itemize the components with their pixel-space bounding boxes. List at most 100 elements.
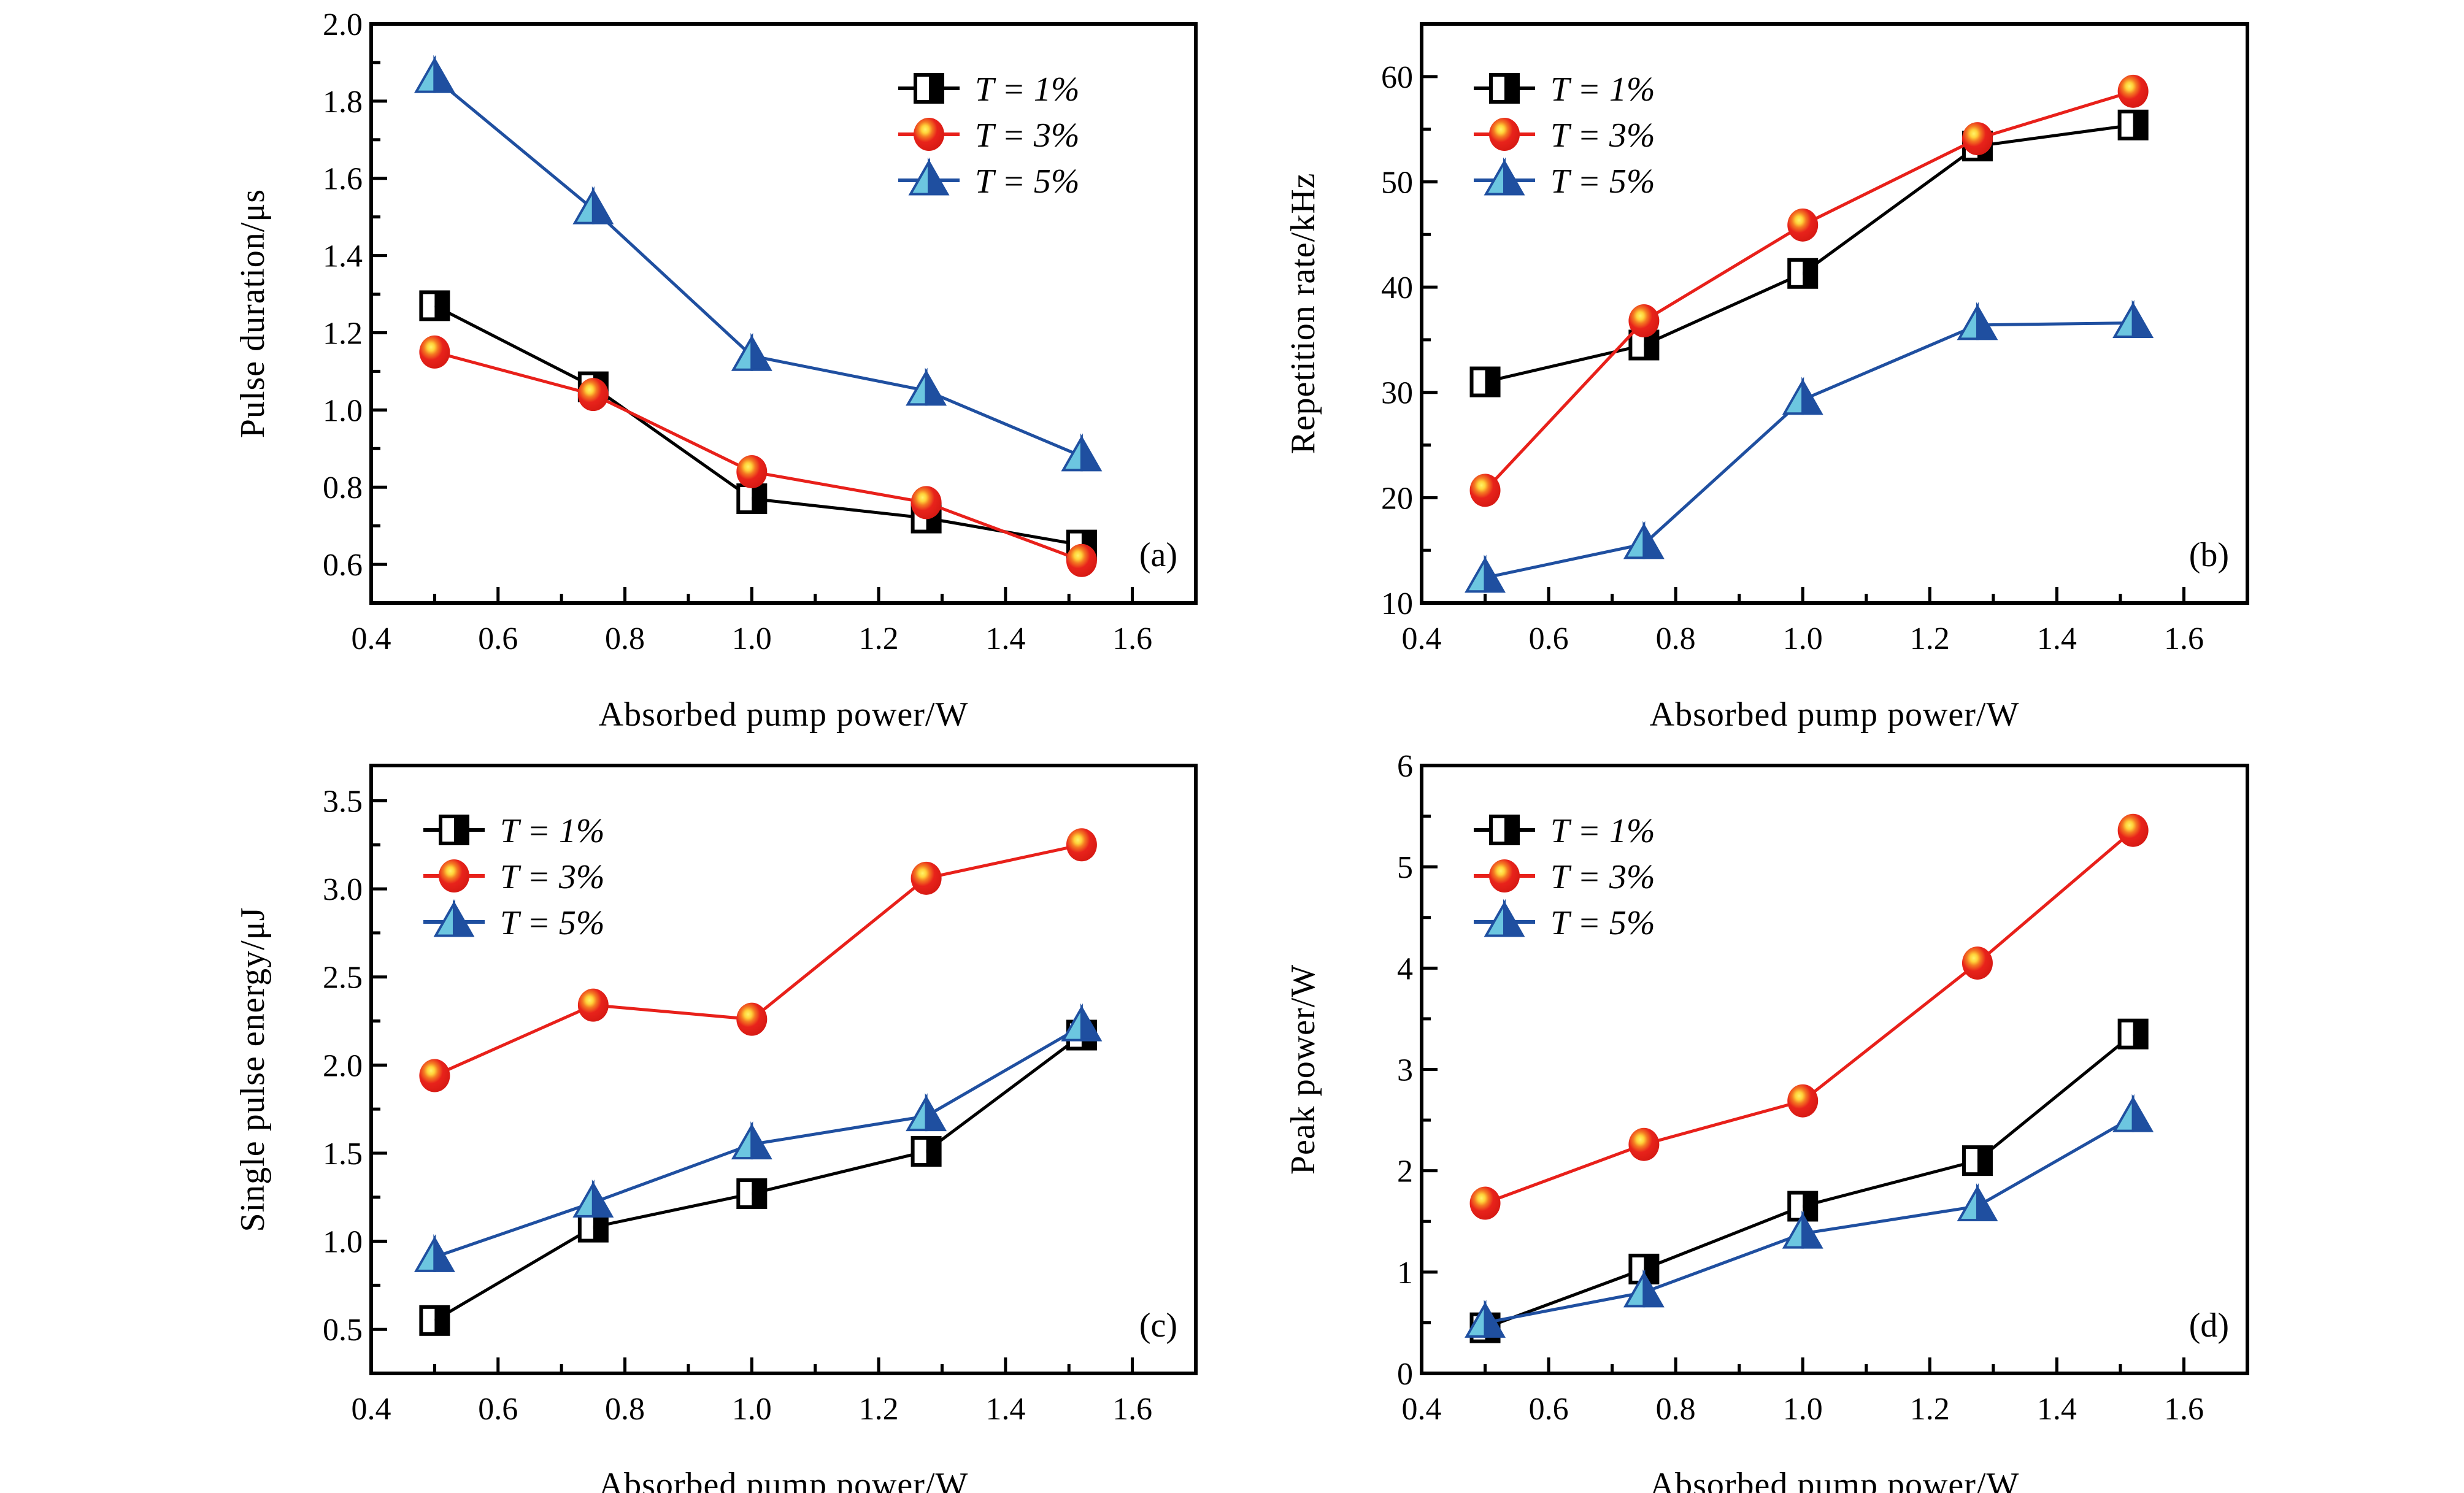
legend: T = 1% T = 3% T = 5% bbox=[1474, 812, 1655, 942]
marker-sphere bbox=[1628, 1127, 1660, 1161]
marker-triangle-right bbox=[1801, 1210, 1823, 1249]
marker-square-right bbox=[1485, 368, 1499, 396]
marker-sphere bbox=[1489, 118, 1520, 151]
plot-frame bbox=[369, 764, 1198, 1375]
data-point bbox=[1465, 555, 1506, 593]
chart-panel-b: 0.4 0.6 0.8 1.0 1.2 1.4 1.6 10 20 30 40 50 60 Absorbe… bbox=[1284, 22, 2249, 734]
marker-square-right bbox=[929, 75, 942, 102]
data-point bbox=[736, 483, 768, 515]
y-tick-label: 0.6 bbox=[323, 548, 363, 583]
marker-sphere bbox=[1628, 304, 1660, 338]
marker-square-left bbox=[1471, 368, 1485, 396]
marker-sphere bbox=[1962, 946, 1993, 980]
y-axis-label: Repetition rate/kHz bbox=[1284, 172, 1322, 454]
x-tick-label: 1.0 bbox=[732, 1392, 772, 1427]
y-tick-label: 1 bbox=[1397, 1256, 1413, 1291]
marker-square-left bbox=[421, 292, 435, 320]
y-axis-label: Pulse duration/μs bbox=[234, 189, 272, 438]
series-2 bbox=[1465, 1094, 2154, 1338]
legend: T = 1% T = 3% T = 5% bbox=[423, 812, 605, 942]
marker-square-outline bbox=[1489, 73, 1520, 104]
series-0 bbox=[1469, 1018, 2149, 1343]
marker-triangle-left bbox=[1782, 377, 1804, 415]
y-tick-label: 1.5 bbox=[323, 1137, 363, 1172]
marker-triangle-right bbox=[2131, 299, 2154, 338]
marker-square-right bbox=[1644, 331, 1658, 359]
x-tick-label: 1.6 bbox=[2164, 621, 2204, 656]
marker-triangle-right bbox=[433, 1234, 455, 1272]
legend-label: T = 5% bbox=[1550, 163, 1655, 201]
marker-square-outline bbox=[419, 290, 450, 321]
data-point bbox=[1066, 543, 1097, 577]
data-point bbox=[906, 367, 947, 406]
marker-square-left bbox=[1491, 75, 1504, 102]
marker-square-right bbox=[454, 816, 468, 843]
y-tick-label: 2.5 bbox=[323, 961, 363, 996]
legend-item: T = 1% bbox=[898, 71, 1080, 109]
legend-label: T = 1% bbox=[1550, 812, 1655, 850]
marker-square-left bbox=[421, 1307, 435, 1334]
x-tick-label: 1.0 bbox=[1783, 1392, 1823, 1427]
data-point bbox=[577, 378, 609, 412]
marker-triangle-right bbox=[1484, 555, 1506, 593]
y-tick-label: 20 bbox=[1381, 481, 1413, 516]
series-1 bbox=[1469, 74, 2149, 507]
series-1 bbox=[419, 828, 1097, 1092]
legend-item: T = 5% bbox=[423, 899, 605, 942]
legend-item: T = 3% bbox=[1474, 117, 1655, 155]
marker-square-outline bbox=[2117, 1018, 2149, 1050]
panel-label: (c) bbox=[1139, 1307, 1177, 1345]
data-point bbox=[419, 335, 450, 369]
data-point bbox=[1469, 366, 1501, 397]
marker-sphere bbox=[1962, 122, 1993, 156]
marker-triangle-right bbox=[925, 367, 947, 406]
data-point bbox=[736, 455, 768, 489]
marker-sphere bbox=[911, 486, 942, 520]
y-tick-label: 0.8 bbox=[323, 470, 363, 505]
plot-frame bbox=[1420, 764, 2249, 1375]
chart-panel-d: 0.4 0.6 0.8 1.0 1.2 1.4 1.6 0 1 2 3 4 5 6 Absorbed pum… bbox=[1284, 749, 2249, 1493]
x-tick-label: 0.6 bbox=[478, 621, 518, 656]
series-0 bbox=[419, 290, 1097, 561]
x-tick-label: 0.4 bbox=[352, 1392, 391, 1427]
marker-square-right bbox=[752, 485, 766, 513]
marker-sphere bbox=[577, 988, 609, 1022]
data-point bbox=[1623, 1269, 1665, 1308]
marker-sphere bbox=[419, 1059, 450, 1092]
y-tick-label: 1.4 bbox=[323, 239, 363, 274]
marker-square-right bbox=[752, 1180, 766, 1208]
marker-sphere bbox=[2117, 813, 2149, 847]
marker-triangle-right bbox=[1642, 1269, 1665, 1308]
marker-sphere bbox=[1066, 543, 1097, 577]
data-point bbox=[2112, 299, 2154, 338]
marker-sphere bbox=[914, 118, 944, 151]
data-point bbox=[2117, 109, 2149, 140]
marker-square-left bbox=[441, 816, 454, 843]
marker-square-left bbox=[1491, 816, 1504, 843]
marker-triangle-right bbox=[1801, 377, 1823, 415]
data-point bbox=[1061, 1003, 1103, 1042]
x-tick-label: 1.4 bbox=[985, 1392, 1025, 1427]
x-tick-label: 1.6 bbox=[2164, 1392, 2204, 1427]
marker-triangle-left bbox=[906, 1093, 928, 1132]
x-tick-label: 0.6 bbox=[478, 1392, 518, 1427]
y-tick-label: 2.0 bbox=[323, 7, 363, 42]
series-2 bbox=[414, 1003, 1103, 1272]
series-line bbox=[1485, 321, 2133, 580]
x-axis-label: Absorbed pump power/W bbox=[599, 1466, 969, 1493]
x-axis-label: Absorbed pump power/W bbox=[1650, 1466, 2020, 1493]
marker-triangle-left bbox=[2112, 1094, 2135, 1132]
data-point bbox=[911, 1136, 942, 1167]
marker-square-right bbox=[1504, 816, 1518, 843]
x-tick-label: 1.4 bbox=[985, 621, 1025, 656]
legend-item: T = 1% bbox=[423, 812, 605, 850]
legend-label: T = 1% bbox=[975, 71, 1080, 109]
marker-sphere bbox=[736, 1002, 768, 1036]
marker-sphere bbox=[577, 378, 609, 412]
y-tick-label: 40 bbox=[1381, 271, 1413, 305]
data-point bbox=[731, 332, 772, 371]
marker-sphere bbox=[1787, 1084, 1819, 1118]
y-tick-label: 1.0 bbox=[323, 1225, 363, 1260]
legend-item: T = 1% bbox=[1474, 71, 1655, 109]
marker-triangle-left bbox=[1957, 302, 1979, 340]
